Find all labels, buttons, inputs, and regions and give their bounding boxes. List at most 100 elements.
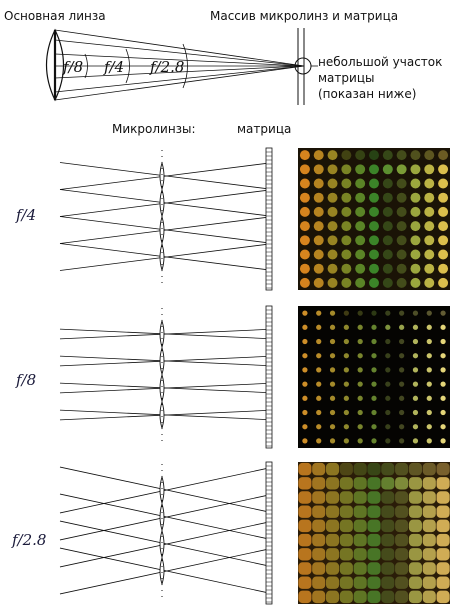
- row-photo-f4: [298, 148, 450, 290]
- microlens-image-dot: [438, 235, 449, 246]
- microlens-image-dot: [436, 562, 450, 575]
- microlens-image-dot: [343, 409, 349, 416]
- microlens-image-dot: [316, 353, 322, 359]
- microlens-image-dot: [316, 438, 322, 444]
- microlens-image-dot: [329, 424, 336, 430]
- microlens-image-dot: [399, 353, 405, 359]
- microlens-image-dot: [396, 263, 407, 274]
- microlens-image-dot: [396, 164, 407, 175]
- microlens-image-dot: [343, 381, 349, 387]
- microlens-image-dot: [424, 221, 435, 232]
- microlens-image-dot: [367, 533, 381, 547]
- microlenses-header: Микролинзы:: [112, 122, 196, 136]
- microlens-image-dot: [381, 505, 395, 518]
- microlens-image-dot: [399, 381, 405, 387]
- microlens-image-dot: [329, 395, 336, 401]
- microlens-image-dot: [412, 338, 419, 345]
- microlens-image-dot: [316, 310, 322, 316]
- microlens-image-dot: [422, 576, 436, 589]
- microlens-image-dot: [412, 353, 419, 359]
- microlens-image-dot: [424, 150, 435, 161]
- microlens-image-dot: [371, 381, 377, 387]
- microlens-image-dot: [312, 590, 326, 604]
- microlens-image-dot: [381, 590, 395, 604]
- microlens-image-dot: [357, 338, 363, 345]
- microlens-image-dot: [422, 533, 436, 547]
- microlens-image-dot: [339, 491, 353, 504]
- microlens-image-dot: [408, 590, 423, 604]
- microlens-image-dot: [382, 221, 393, 232]
- microlens-image-dot: [385, 438, 391, 444]
- microlens-image-dot: [312, 548, 326, 561]
- microlens-image-dot: [412, 324, 419, 330]
- microlens-image-dot: [410, 178, 421, 189]
- lenslet: [159, 319, 165, 349]
- lenslet: [159, 529, 165, 559]
- microlens-image-dot: [396, 178, 407, 189]
- microlens-image-dot: [316, 324, 322, 330]
- microlens-image-dot: [385, 338, 391, 345]
- microlens-image-dot: [353, 533, 367, 547]
- lenslet: [159, 215, 165, 245]
- microlens-image-dot: [385, 395, 391, 401]
- microlens-image-dot: [436, 505, 450, 518]
- microlens-image-dot: [412, 381, 419, 387]
- microlens-image-dot: [436, 519, 450, 533]
- microlens-image-dot: [385, 409, 391, 416]
- microlens-image-dot: [313, 235, 324, 246]
- microlens-image-dot: [302, 424, 308, 430]
- microlens-image-dot: [436, 576, 450, 589]
- microlens-image-dot: [385, 424, 391, 430]
- lenslet: [159, 475, 165, 505]
- row-f28: f/2.8: [11, 461, 450, 605]
- microlens-image-dot: [367, 462, 381, 476]
- microlens-image-dot: [355, 150, 366, 161]
- row-f4: f/4: [15, 147, 450, 291]
- microlens-image-dot: [422, 491, 436, 504]
- microlens-image-dot: [302, 338, 308, 345]
- microlens-image-dot: [395, 548, 409, 561]
- microlens-image-dot: [399, 395, 405, 401]
- microlens-image-dot: [412, 395, 419, 401]
- microlens-image-dot: [367, 477, 381, 490]
- microlens-image-dot: [426, 367, 432, 373]
- microlens-image-dot: [396, 150, 407, 161]
- lenslet: [159, 242, 165, 272]
- microlens-image-dot: [329, 381, 336, 387]
- microlens-image-dot: [422, 548, 436, 561]
- microlens-image-dot: [385, 324, 391, 330]
- microlens-image-dot: [436, 462, 450, 476]
- microlens-image-dot: [357, 409, 363, 416]
- microlens-image-dot: [412, 310, 419, 316]
- microlens-image-dot: [381, 519, 395, 533]
- microlens-image-dot: [382, 178, 393, 189]
- microlens-image-dot: [369, 263, 379, 274]
- microlens-image-dot: [325, 576, 340, 589]
- microlens-image-dot: [381, 576, 395, 589]
- lenslet: [159, 373, 165, 403]
- row-photo-f28: [298, 462, 450, 604]
- microlens-image-dot: [313, 221, 324, 232]
- microlens-image-dot: [329, 310, 336, 316]
- microlens-image-dot: [327, 164, 338, 175]
- microlens-image-dot: [424, 192, 435, 203]
- sensor-strip: [265, 305, 273, 449]
- microlens-image-dot: [367, 548, 381, 561]
- microlens-image-dot: [369, 192, 379, 203]
- microlens-image-dot: [312, 462, 326, 476]
- microlens-image-dot: [353, 590, 367, 604]
- microlens-image-dot: [438, 178, 449, 189]
- microlens-image-dot: [357, 310, 363, 316]
- microlens-image-dot: [327, 221, 338, 232]
- microlens-image-dot: [329, 324, 336, 330]
- microlens-image-dot: [325, 491, 340, 504]
- microlens-image-dot: [357, 324, 363, 330]
- microlens-image-dot: [438, 221, 449, 232]
- microlens-image-dot: [302, 324, 308, 330]
- microlens-image-dot: [382, 192, 393, 203]
- microlens-image-dot: [371, 338, 377, 345]
- microlens-image-dot: [312, 533, 326, 547]
- microlens-image-dot: [371, 367, 377, 373]
- microlens-image-dot: [353, 477, 367, 490]
